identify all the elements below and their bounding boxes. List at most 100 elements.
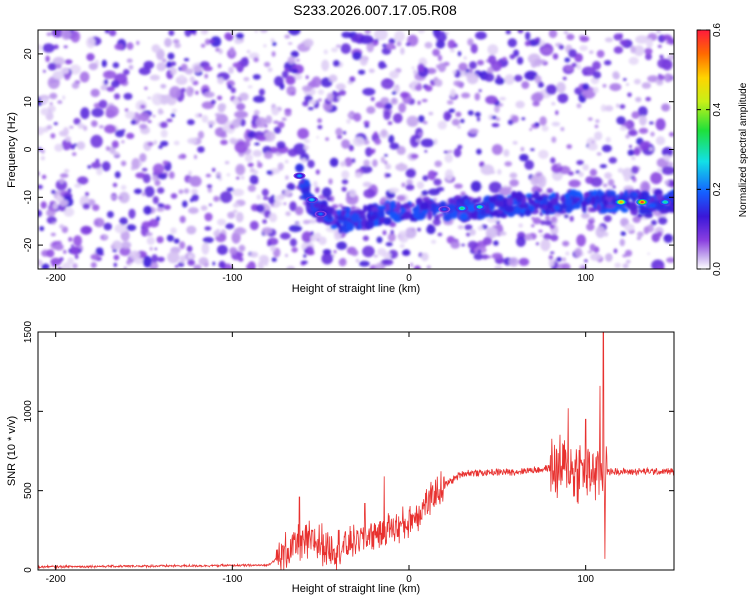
heatmap-cell [655, 193, 664, 201]
heatmap-cell [126, 224, 137, 232]
heatmap-cell [203, 91, 215, 98]
heatmap-cell [170, 227, 177, 234]
heatmap-cell [232, 62, 241, 68]
heatmap-cell [561, 263, 571, 269]
colorbar-tick-label: 0.0 [712, 262, 723, 276]
heatmap-cell [103, 70, 117, 79]
heatmap-cell [346, 222, 355, 232]
heatmap-cell [386, 42, 395, 50]
heatmap-cell [69, 64, 81, 75]
heatmap-cell [585, 176, 595, 185]
heatmap-cell [327, 213, 333, 221]
heatmap-cell [641, 82, 652, 89]
heatmap-cell [595, 119, 600, 123]
heatmap-cell [125, 111, 136, 119]
heatmap-cell [463, 56, 467, 60]
heatmap-cell [351, 36, 359, 43]
heatmap-cell [627, 129, 638, 137]
heatmap-cell [167, 251, 180, 264]
heatmap-cell [246, 50, 251, 54]
heatmap-cell [558, 44, 565, 50]
heatmap-cell [512, 206, 522, 214]
heatmap-cell [353, 112, 362, 122]
heatmap-cell [496, 74, 501, 81]
heatmap-cell [388, 134, 395, 144]
heatmap-cell [67, 257, 74, 265]
heatmap-cell [390, 229, 394, 235]
heatmap-cell [591, 140, 595, 144]
heatmap-cell [563, 30, 569, 35]
heatmap-cell [277, 121, 285, 129]
heatmap-cell [179, 74, 185, 80]
heatmap-cell [633, 147, 641, 156]
heatmap-cell [509, 179, 519, 187]
heatmap-cell [71, 244, 74, 248]
heatmap-cell [540, 220, 546, 226]
heatmap-cell [266, 170, 273, 175]
heatmap-cell [390, 97, 398, 105]
heatmap-cell [101, 59, 108, 68]
heatmap-cell [464, 224, 473, 231]
heatmap-cell [460, 191, 466, 197]
heatmap-cell [219, 103, 227, 110]
heatmap-cell [505, 30, 511, 35]
heatmap-cell [47, 105, 56, 113]
heatmap-cell [290, 50, 299, 58]
heatmap-cell [491, 144, 503, 155]
heatmap-cell [605, 204, 615, 209]
heatmap-cell [396, 41, 402, 47]
heatmap-cell [537, 187, 543, 193]
heatmap-peak [460, 207, 464, 210]
heatmap-cell [515, 194, 522, 202]
heatmap-cell [158, 173, 167, 180]
heatmap-cell [446, 100, 454, 105]
heatmap-cell [495, 117, 501, 122]
heatmap-cell [424, 85, 433, 92]
heatmap-cell [383, 110, 391, 120]
heatmap-cell [579, 264, 584, 269]
y-tick-label: 0 [23, 146, 34, 152]
heatmap-cell [277, 162, 284, 171]
heatmap-cell [286, 265, 295, 269]
heatmap-cell [544, 220, 553, 226]
heatmap-cell [612, 185, 616, 189]
heatmap-cell [515, 100, 525, 109]
heatmap-cell [247, 85, 253, 89]
heatmap-cell [413, 69, 418, 74]
heatmap-cell [387, 121, 393, 125]
heatmap-peaks [293, 172, 672, 218]
heatmap-cell [218, 48, 223, 55]
heatmap-cell [476, 116, 481, 122]
heatmap-cell [512, 141, 518, 145]
heatmap-cell [508, 257, 519, 267]
heatmap-cell [364, 30, 371, 34]
heatmap-cell [502, 56, 507, 61]
heatmap-peak [319, 212, 323, 216]
heatmap-cell [647, 252, 650, 255]
heatmap-cell [402, 211, 411, 220]
heatmap-peak [310, 198, 314, 201]
heatmap-cell [189, 76, 195, 83]
heatmap-cell [141, 167, 148, 172]
heatmap-cell [60, 67, 70, 74]
heatmap-cell [595, 226, 606, 238]
heatmap-cell [157, 108, 163, 115]
heatmap-cell [579, 45, 588, 51]
heatmap-cell [569, 215, 574, 222]
heatmap-cell [41, 174, 47, 180]
heatmap-cell [539, 116, 547, 126]
heatmap-cell [42, 43, 55, 53]
heatmap-cell [105, 146, 111, 151]
heatmap-cell [402, 202, 411, 210]
heatmap-cell [249, 220, 259, 231]
heatmap-cell [568, 179, 581, 188]
heatmap-cell [291, 68, 299, 74]
heatmap-cell [363, 120, 370, 125]
heatmap-cell [201, 242, 210, 255]
heatmap-cell [40, 201, 47, 209]
heatmap-cell [323, 49, 328, 55]
heatmap-cell [594, 124, 599, 129]
heatmap-cell [152, 196, 159, 205]
heatmap-cell [627, 149, 635, 156]
heatmap-cell [488, 181, 502, 193]
